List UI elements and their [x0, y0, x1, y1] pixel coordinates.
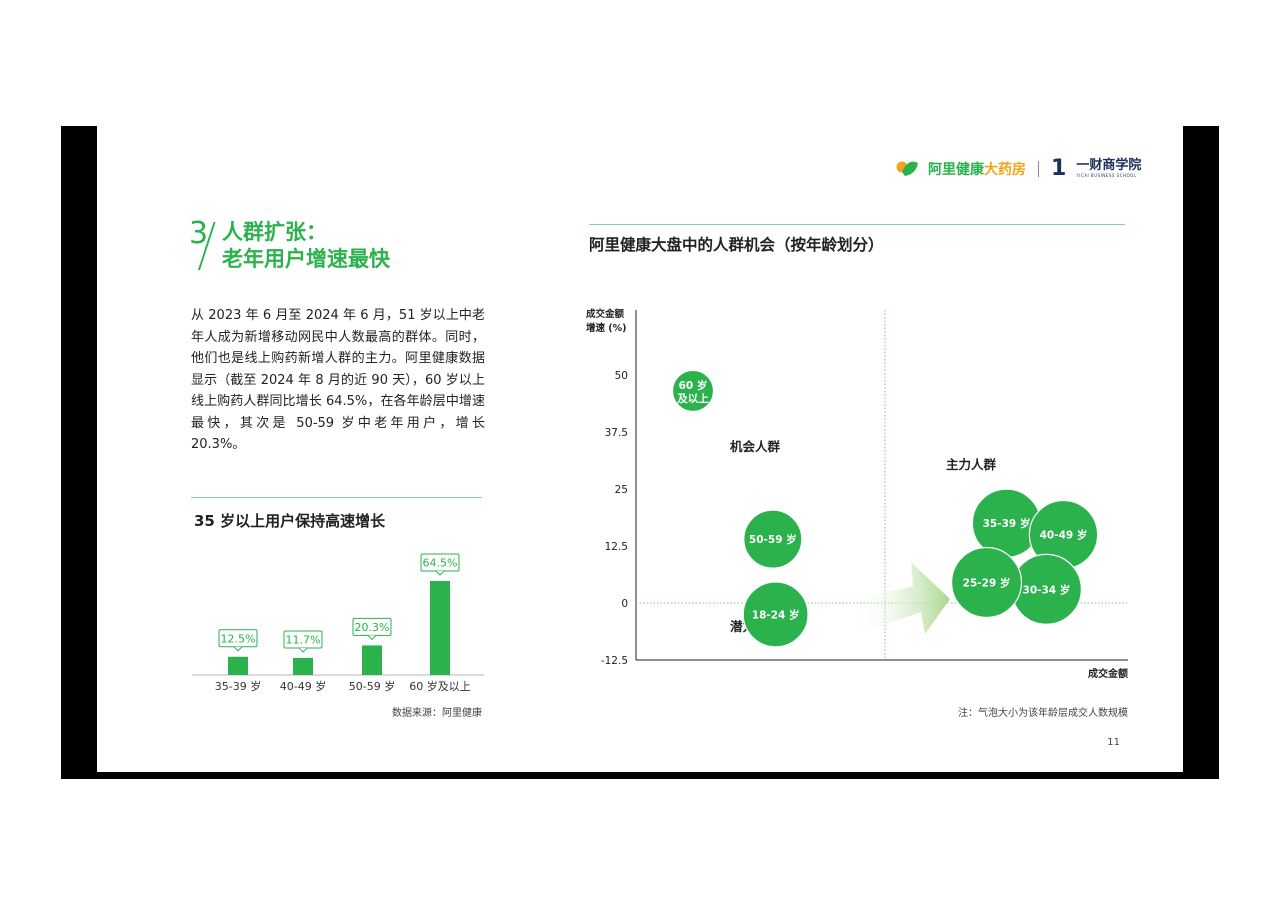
bubble: [742, 581, 809, 648]
bubble-label: 及以上: [677, 392, 709, 405]
y-axis-label: 增速 (%): [586, 322, 627, 334]
section-number: 3: [189, 216, 209, 251]
category-label: 60 岁及以上: [409, 679, 471, 693]
bar: [362, 645, 382, 675]
page-number: 11: [1107, 737, 1120, 748]
x-axis-label: 成交金额: [1088, 667, 1128, 680]
data-label: 12.5%: [221, 632, 256, 645]
body-paragraph: 从 2023 年 6 月至 2024 年 6 月，51 岁以上中老年人成为新增移…: [191, 308, 485, 452]
data-source: 数据来源：阿里健康: [392, 708, 482, 719]
bubble: [671, 369, 715, 413]
data-label-pointer: [367, 635, 377, 641]
bubble-label: 18-24 岁: [752, 608, 800, 621]
category-label: 50-59 岁: [349, 679, 395, 693]
quadrant-label: 主力人群: [946, 457, 997, 472]
logo-divider: [1038, 160, 1039, 177]
bubble: [950, 546, 1023, 619]
bubble-label: 50-59 岁: [749, 533, 797, 546]
data-label-pointer: [435, 570, 445, 576]
bubble-label: 60 岁: [679, 379, 708, 392]
y-tick-label: 0: [621, 598, 628, 610]
data-label-box: [420, 553, 460, 572]
category-label: 40-49 岁: [280, 679, 326, 693]
school-name: 一财商学院 YICAI BUSINESS SCHOOL: [1076, 158, 1142, 178]
data-label-box: [283, 630, 323, 649]
bubble-label: 40-49 岁: [1040, 529, 1088, 542]
bar: [430, 581, 450, 675]
report-page: [97, 126, 1183, 772]
header-logos: 阿里健康大药房 1 一财商学院 YICAI BUSINESS SCHOOL: [896, 156, 1141, 181]
chart-note: 注：气泡大小为该年龄层成交人数规模: [958, 708, 1128, 719]
data-label: 64.5%: [423, 557, 458, 570]
data-label-box: [352, 617, 392, 636]
data-label: 20.3%: [355, 621, 390, 634]
school-logo-mark: 1: [1051, 156, 1067, 181]
y-tick-label: 12.5: [605, 541, 628, 553]
growth-arrow: [852, 562, 950, 634]
bubble-label: 35-39 岁: [983, 517, 1031, 530]
heart-leaf-icon: [896, 161, 918, 176]
data-label-pointer: [298, 647, 308, 653]
bubble: [743, 509, 803, 569]
bubble-label: 30-34 岁: [1023, 583, 1071, 596]
bar: [293, 657, 313, 675]
bubble-chart-rule: [589, 224, 1125, 225]
bar-chart-title: 35 岁以上用户保持高速增长: [194, 512, 386, 530]
data-label-pointer: [233, 646, 243, 652]
small-chart-rule: [191, 497, 482, 498]
y-axis-label: 成交金额: [586, 308, 625, 320]
y-tick-label: 25: [615, 484, 628, 496]
data-label-box: [218, 629, 258, 648]
y-tick-label: 37.5: [605, 427, 628, 439]
quadrant-label: 机会人群: [730, 439, 781, 454]
bubble-label: 25-29 岁: [963, 576, 1011, 589]
bubble-chart-title: 阿里健康大盘中的人群机会（按年龄划分）: [589, 236, 884, 254]
bar: [228, 656, 248, 675]
data-label: 11.7%: [286, 633, 321, 646]
y-tick-label: -12.5: [601, 655, 628, 667]
bar-chart: 12.5% 35-39 岁 11.7% 40-49 岁 20.3% 50-59 岁 64.5…: [192, 553, 484, 693]
category-label: 35-39 岁: [215, 679, 261, 693]
section-title: 人群扩张： 老年用户增速最快: [222, 220, 390, 271]
y-tick-label: 50: [615, 370, 628, 382]
brand-name: 阿里健康大药房: [928, 161, 1026, 178]
